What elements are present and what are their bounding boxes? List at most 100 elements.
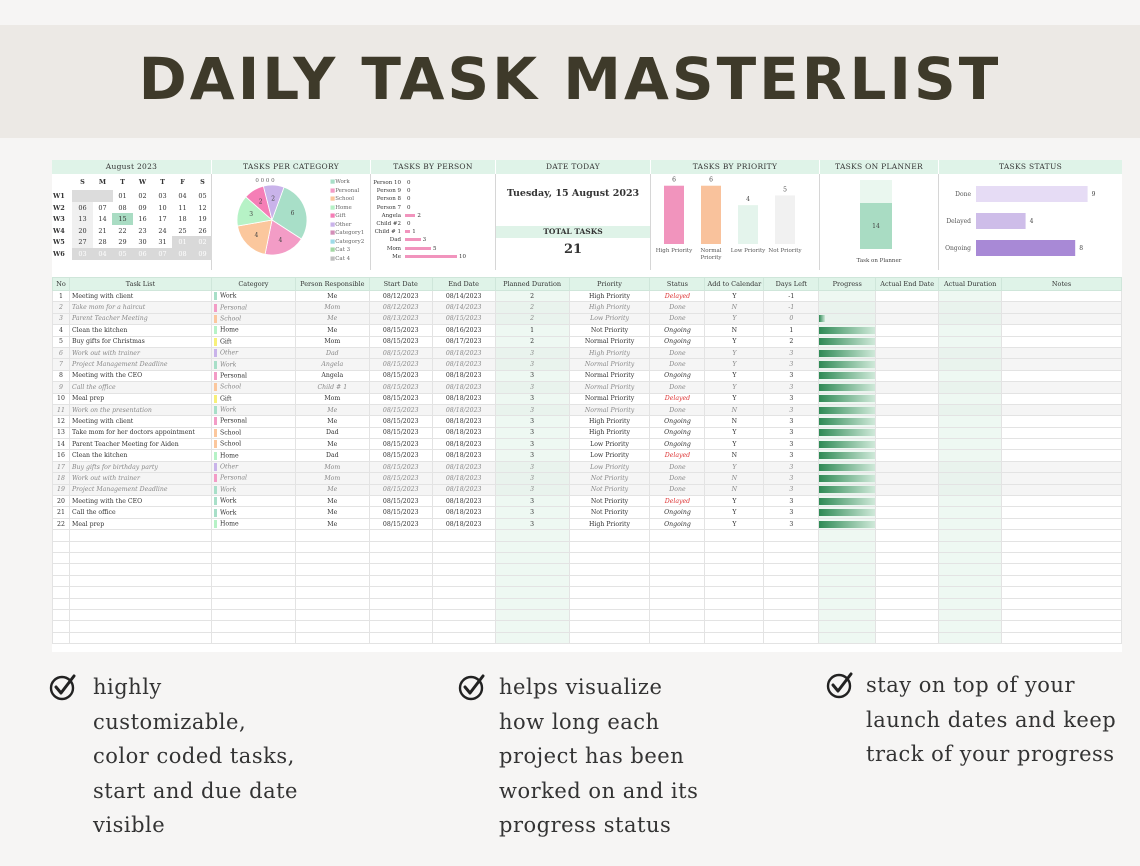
task-cell[interactable]: 3: [763, 472, 820, 485]
empty-cell[interactable]: [68, 551, 212, 565]
task-cell[interactable]: 20: [52, 495, 70, 508]
task-cell[interactable]: [875, 392, 940, 405]
task-cell[interactable]: Low Priority: [568, 449, 651, 462]
task-cell[interactable]: Delayed: [649, 392, 706, 405]
task-cell[interactable]: 08/18/2023: [431, 460, 496, 474]
task-cell[interactable]: [875, 438, 940, 451]
task-cell[interactable]: Not Priority: [568, 472, 651, 485]
empty-cell[interactable]: [68, 540, 212, 554]
task-cell[interactable]: 08/15/2023: [368, 472, 433, 485]
empty-cell[interactable]: [649, 586, 706, 599]
task-cell[interactable]: 6: [52, 346, 70, 360]
task-cell[interactable]: 08/17/2023: [431, 335, 496, 348]
task-cell[interactable]: 3: [494, 369, 570, 383]
empty-cell[interactable]: [818, 574, 877, 588]
calendar-date[interactable]: 03: [158, 192, 167, 200]
task-cell[interactable]: Y: [704, 506, 765, 519]
task-cell[interactable]: 08/15/2023: [368, 324, 433, 337]
task-cell[interactable]: Call the office: [68, 506, 212, 519]
empty-cell[interactable]: [431, 551, 496, 565]
empty-cell[interactable]: [818, 597, 877, 610]
empty-cell[interactable]: [52, 574, 70, 588]
empty-cell[interactable]: [494, 551, 570, 565]
task-cell[interactable]: 3: [763, 506, 820, 519]
column-header[interactable]: Priority: [568, 277, 651, 291]
task-cell[interactable]: 2: [494, 301, 570, 314]
task-cell[interactable]: School: [210, 426, 296, 440]
calendar-date[interactable]: 19: [198, 215, 207, 223]
task-cell[interactable]: Low Priority: [568, 312, 651, 326]
calendar-date[interactable]: 09: [192, 247, 213, 260]
calendar-date[interactable]: [92, 190, 113, 202]
task-cell[interactable]: [875, 472, 940, 485]
task-cell[interactable]: Gift: [210, 392, 296, 405]
task-cell[interactable]: [818, 460, 877, 474]
task-cell[interactable]: 3: [763, 403, 820, 417]
empty-cell[interactable]: [763, 574, 820, 588]
task-cell[interactable]: High Priority: [568, 517, 651, 531]
empty-cell[interactable]: [875, 551, 940, 565]
task-cell[interactable]: 1: [52, 289, 70, 303]
calendar-date[interactable]: 21: [98, 226, 107, 235]
empty-cell[interactable]: [1001, 608, 1122, 622]
empty-cell[interactable]: [875, 620, 940, 633]
task-row[interactable]: 20 Meeting with the CEO Work Me 08/15/2023 08…: [52, 495, 1122, 508]
empty-cell[interactable]: [818, 620, 877, 633]
calendar-date[interactable]: 04: [92, 247, 113, 260]
empty-cell[interactable]: [431, 574, 496, 588]
task-cell[interactable]: Project Management Deadline: [68, 358, 212, 371]
empty-cell[interactable]: [763, 608, 820, 622]
task-cell[interactable]: Me: [294, 517, 370, 531]
task-row[interactable]: 17 Buy gifts for birthday party Other Mom 08…: [52, 460, 1122, 474]
task-cell[interactable]: 3: [494, 438, 570, 451]
empty-cell[interactable]: [1001, 631, 1122, 645]
empty-cell[interactable]: [52, 529, 70, 542]
task-cell[interactable]: Y: [704, 369, 765, 383]
empty-cell[interactable]: [818, 540, 877, 554]
task-cell[interactable]: Y: [704, 392, 765, 405]
task-cell[interactable]: Me: [294, 403, 370, 417]
task-cell[interactable]: [818, 426, 877, 440]
empty-cell[interactable]: [68, 620, 212, 633]
task-cell[interactable]: High Priority: [568, 301, 651, 314]
task-cell[interactable]: [875, 289, 940, 303]
empty-cell[interactable]: [294, 608, 370, 622]
calendar-date[interactable]: 16: [138, 215, 147, 223]
task-cell[interactable]: [1001, 517, 1122, 531]
task-cell[interactable]: Delayed: [649, 449, 706, 462]
task-cell[interactable]: Mom: [294, 472, 370, 485]
empty-cell[interactable]: [494, 597, 570, 610]
task-cell[interactable]: Me: [294, 324, 370, 337]
task-cell[interactable]: 08/15/2023: [368, 517, 433, 531]
calendar-date[interactable]: 29: [118, 238, 127, 246]
empty-cell[interactable]: [938, 529, 1003, 542]
empty-cell[interactable]: [1001, 540, 1122, 554]
task-cell[interactable]: 08/18/2023: [431, 415, 496, 428]
calendar-date[interactable]: 14: [98, 215, 107, 223]
task-cell[interactable]: [818, 483, 877, 497]
task-cell[interactable]: N: [704, 403, 765, 417]
task-cell[interactable]: [1001, 449, 1122, 462]
task-cell[interactable]: [938, 517, 1003, 531]
task-cell[interactable]: [875, 517, 940, 531]
task-cell[interactable]: [938, 426, 1003, 440]
calendar-date[interactable]: 03: [72, 247, 93, 260]
task-cell[interactable]: [938, 495, 1003, 508]
empty-cell[interactable]: [68, 574, 212, 588]
task-cell[interactable]: Ongoing: [649, 369, 706, 383]
task-cell[interactable]: 13: [52, 426, 70, 440]
task-cell[interactable]: 08/18/2023: [431, 392, 496, 405]
empty-cell[interactable]: [568, 574, 651, 588]
empty-cell[interactable]: [649, 529, 706, 542]
empty-cell[interactable]: [294, 631, 370, 645]
task-cell[interactable]: N: [704, 472, 765, 485]
task-cell[interactable]: [938, 449, 1003, 462]
empty-cell[interactable]: [938, 574, 1003, 588]
task-cell[interactable]: Clean the kitchen: [68, 449, 212, 462]
task-cell[interactable]: Home: [210, 324, 296, 337]
task-cell[interactable]: 2: [494, 335, 570, 348]
column-header[interactable]: Actual Duration: [938, 277, 1003, 291]
task-cell[interactable]: [818, 301, 877, 314]
task-cell[interactable]: [875, 381, 940, 394]
task-cell[interactable]: Ongoing: [649, 438, 706, 451]
